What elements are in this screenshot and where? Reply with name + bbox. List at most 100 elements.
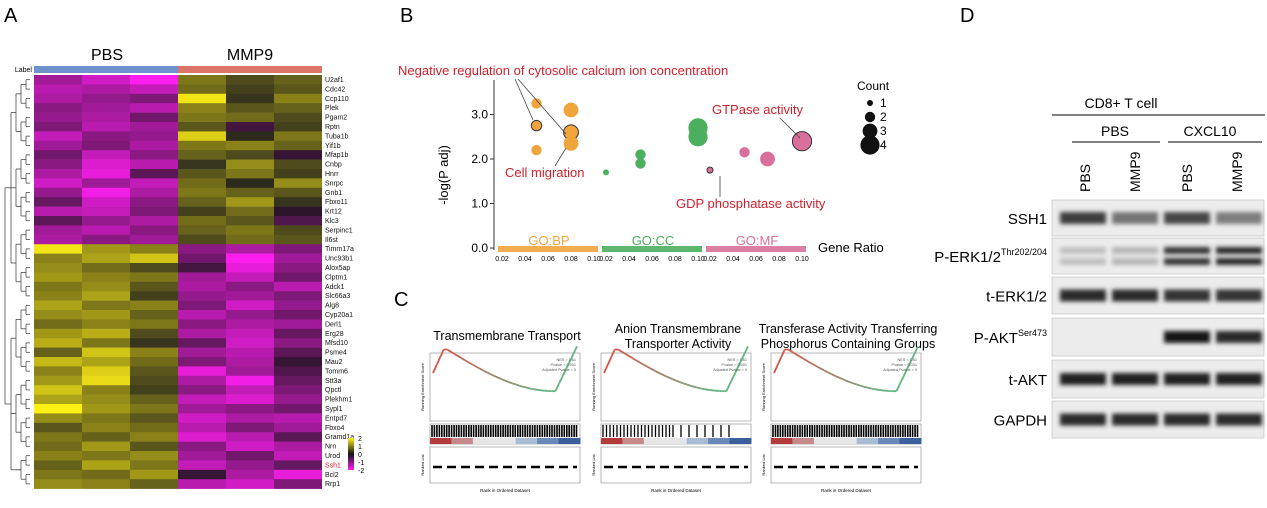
facet-label: GO:BP [528, 233, 569, 248]
heatmap-cell [130, 300, 178, 311]
gene-label: Entpd7 [325, 415, 347, 422]
size-legend-label: 3 [880, 124, 887, 138]
heatmap-cell [34, 413, 82, 424]
heatmap-cell [34, 150, 82, 160]
size-legend-label: 1 [880, 96, 887, 110]
heatmap-cell [274, 432, 322, 442]
gsea-stat: Adjusted Pvalue = 0 [883, 368, 917, 372]
gsea-es-curve-segment [816, 365, 822, 370]
heatmap-cell [82, 150, 130, 160]
gsea-es-curve-segment [515, 383, 520, 387]
dotplot-point [706, 166, 714, 174]
heatmap-cell [82, 413, 130, 424]
gsea-es-curve-segment [646, 365, 652, 370]
heatmap-cell [274, 404, 322, 414]
group-label-pbs: PBS [91, 47, 123, 64]
heatmap-cell [178, 375, 226, 386]
blot-band [1216, 331, 1262, 343]
heatmap-cell [82, 122, 130, 132]
color-scale-tick: -1 [358, 460, 364, 467]
gsea-es-curve-segment [606, 356, 613, 366]
heatmap-cell [178, 422, 226, 433]
gsea-es-curve-segment [561, 368, 568, 377]
heatmap-cell [34, 469, 82, 480]
gsea-es-curve-segment [486, 371, 492, 376]
gsea-rank-strip [430, 438, 452, 444]
heatmap-cell [178, 93, 226, 104]
gene-label: Krt12 [325, 209, 342, 216]
size-legend-dot [860, 135, 880, 155]
heatmap-cell [34, 244, 82, 254]
gsea-es-curve-segment [501, 378, 506, 382]
heatmap-cell [130, 253, 178, 264]
heatmap-cell [226, 385, 274, 395]
gsea-es-curve-segment [497, 376, 502, 380]
heatmap-cell [226, 178, 274, 189]
panel-letter-d: D [960, 5, 974, 27]
heatmap-cell [274, 169, 322, 179]
heatmap-cell [226, 413, 274, 424]
heatmap-cell [130, 451, 178, 461]
heatmap-cell [274, 84, 322, 95]
dotplot-point [739, 147, 750, 158]
size-legend-label: 2 [880, 110, 887, 124]
heatmap-cell [34, 300, 82, 311]
size-legend-dot [867, 100, 873, 106]
dotplot-point [563, 136, 579, 151]
heatmap-cell [274, 140, 322, 151]
gene-label: Snrpc [325, 180, 344, 187]
heatmap-cell [82, 375, 130, 386]
heatmap-cell [274, 178, 322, 189]
heatmap-cell [178, 178, 226, 189]
heatmap-cell [274, 422, 322, 433]
heatmap-cell [34, 460, 82, 471]
gsea-es-curve-segment [439, 349, 445, 358]
gsea-es-curve-segment [610, 349, 616, 358]
heatmap-cell [178, 112, 226, 123]
size-legend-dot [862, 123, 878, 139]
heatmap-cell [226, 366, 274, 377]
gsea-es-curve-segment [454, 353, 459, 357]
gene-label: Pgam2 [325, 115, 347, 122]
heatmap-cell [82, 281, 130, 292]
gsea-rank-strip [813, 438, 836, 444]
heatmap-cell [130, 394, 178, 405]
heatmap-cell [226, 206, 274, 217]
heatmap-cell [82, 244, 130, 254]
heatmap-cell [82, 319, 130, 330]
heatmap-cell [130, 263, 178, 273]
heatmap-cell [226, 272, 274, 283]
heatmap-cell [178, 394, 226, 405]
dotplot-x-tick-label: 0.06 [749, 256, 763, 263]
gsea-ranked-ylabel: Ranked List [591, 454, 596, 476]
heatmap-cell [34, 75, 82, 85]
gsea-rank-strip [451, 438, 474, 444]
blot-label: P-AKTSer473 [974, 328, 1047, 347]
gene-label: Rrp1 [325, 481, 340, 488]
blot-band [1216, 247, 1262, 254]
heatmap-cell [130, 413, 178, 424]
gsea-es-curve-segment [867, 386, 872, 390]
heatmap-cell [130, 328, 178, 339]
gsea-es-curve-segment [472, 363, 477, 368]
blot-band [1216, 212, 1262, 224]
gsea-es-curve-segment [632, 357, 637, 362]
dotplot-y-tick-label: 2.0 [471, 152, 488, 166]
annotation-migration-pointer [554, 147, 567, 167]
annotation-gtpase-pointer [779, 117, 801, 139]
gsea-es-frame [600, 352, 752, 422]
gene-label: Ccp110 [325, 96, 349, 103]
heatmap-cell [130, 225, 178, 236]
dotplot-x-tick-label: 0.08 [564, 256, 578, 263]
gsea-es-curve-segment [871, 387, 875, 391]
heatmap-cell [130, 366, 178, 377]
heatmap-cell [130, 338, 178, 348]
heatmap-cell [178, 197, 226, 207]
dotplot-point [688, 127, 708, 147]
heatmap-cell [178, 140, 226, 151]
heatmap-cell [226, 404, 274, 414]
heatmap-cell [226, 75, 274, 85]
heatmap-cell [82, 272, 130, 283]
heatmap-cell [130, 357, 178, 367]
gsea-es-curve-segment [635, 359, 641, 364]
